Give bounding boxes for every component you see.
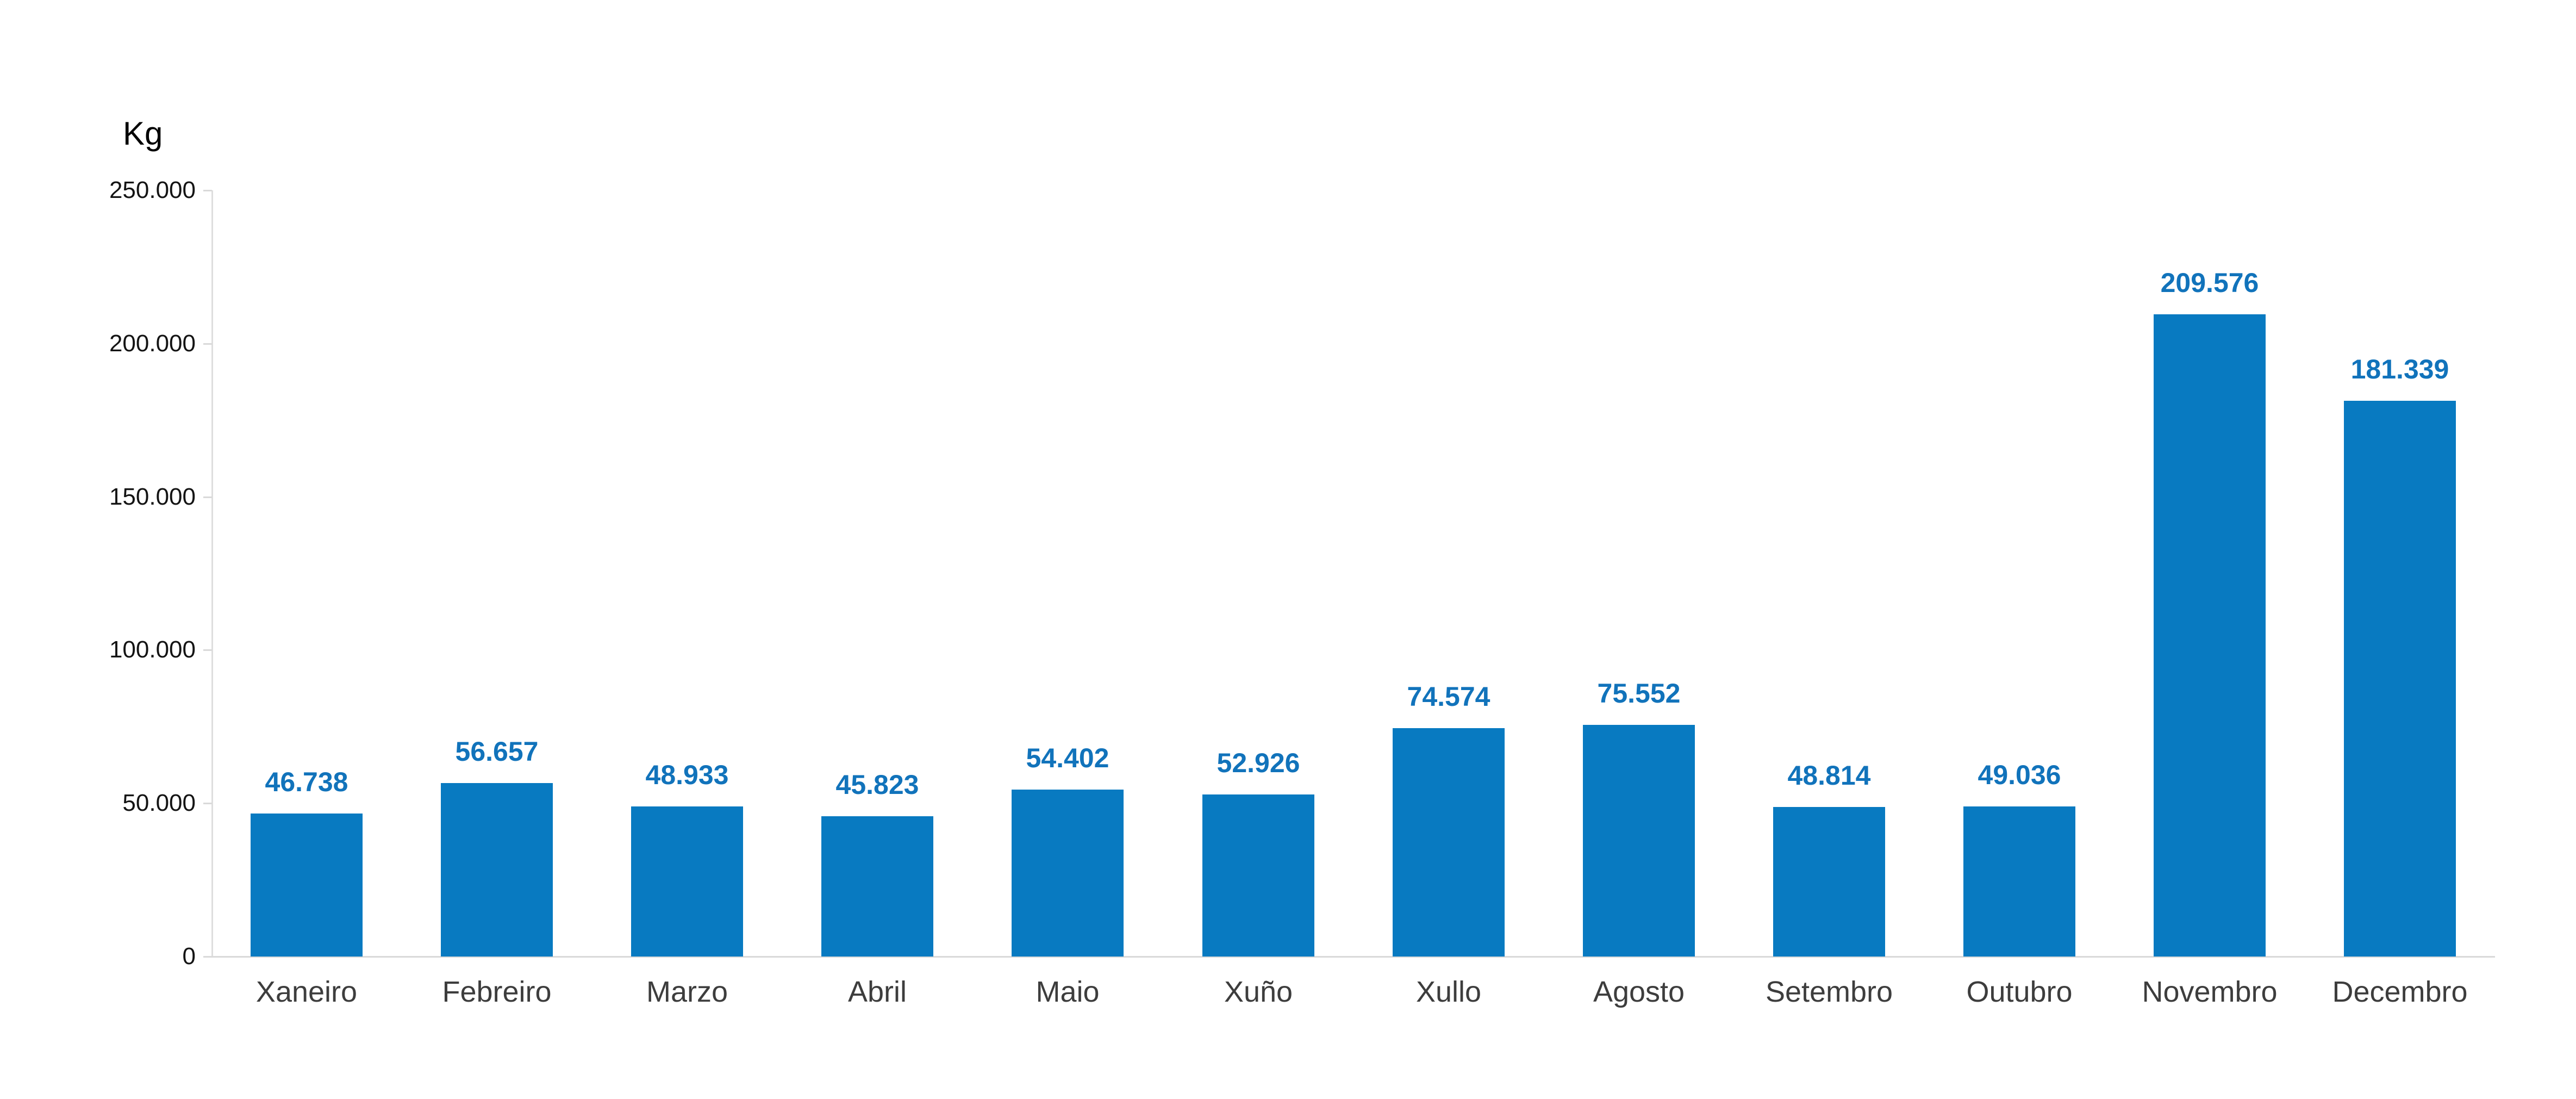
x-category-label: Xaneiro [255, 976, 358, 1008]
x-category-label: Xuño [1224, 976, 1293, 1008]
bar[interactable] [1202, 794, 1314, 957]
y-tick-mark [203, 496, 212, 498]
bar[interactable] [1393, 728, 1505, 957]
x-category-label: Febreiro [442, 976, 552, 1008]
bar[interactable] [1583, 725, 1695, 957]
y-tick-mark [203, 803, 212, 804]
y-tick-label: 0 [182, 943, 196, 970]
bar[interactable] [1773, 807, 1885, 957]
bar[interactable] [2154, 314, 2266, 957]
x-category-label: Novembro [2142, 976, 2278, 1008]
x-category-label: Marzo [646, 976, 728, 1008]
x-category-label: Xullo [1415, 976, 1482, 1008]
bar[interactable] [1963, 806, 2075, 957]
y-tick-label: 150.000 [109, 483, 196, 510]
bar-value-label: 54.402 [1026, 743, 1109, 773]
y-axis-title: Kg [123, 115, 163, 152]
y-tick-mark [203, 956, 212, 958]
bar-value-label: 209.576 [2160, 268, 2259, 298]
y-tick-mark [203, 190, 212, 191]
y-tick-label: 250.000 [109, 177, 196, 203]
bar-value-label: 48.933 [645, 760, 729, 790]
y-tick-mark [203, 649, 212, 651]
x-category-label: Setembro [1765, 976, 1893, 1008]
y-tick-mark [203, 343, 212, 345]
bar[interactable] [441, 783, 553, 957]
bar[interactable] [251, 814, 363, 957]
x-category-label: Abril [847, 976, 907, 1008]
x-category-label: Outubro [1966, 976, 2073, 1008]
bar-value-label: 48.814 [1787, 760, 1871, 791]
bar[interactable] [821, 816, 933, 957]
x-category-label: Agosto [1593, 976, 1685, 1008]
bar[interactable] [1012, 790, 1124, 957]
x-axis-line [211, 956, 2495, 958]
bar[interactable] [2344, 401, 2456, 957]
y-axis-line [211, 190, 213, 958]
bar-value-label: 45.823 [835, 769, 919, 800]
bar-value-label: 74.574 [1407, 681, 1490, 712]
y-tick-label: 100.000 [109, 636, 196, 663]
x-category-label: Maio [1036, 976, 1100, 1008]
x-category-label: Decembro [2332, 976, 2468, 1008]
y-tick-label: 50.000 [122, 790, 196, 816]
bar-value-label: 49.036 [1978, 760, 2061, 790]
bar-value-label: 52.926 [1217, 748, 1300, 778]
bar-value-label: 46.738 [265, 767, 348, 797]
bar-value-label: 56.657 [455, 736, 539, 767]
bar-value-label: 181.339 [2350, 354, 2449, 384]
bar-value-label: 75.552 [1597, 678, 1681, 709]
bar[interactable] [631, 806, 743, 957]
y-tick-label: 200.000 [109, 330, 196, 357]
